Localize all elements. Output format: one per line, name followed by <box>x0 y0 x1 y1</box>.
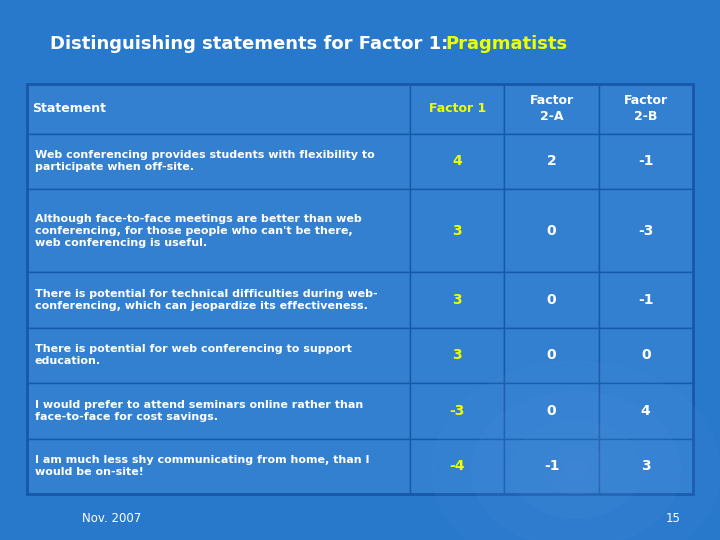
Text: There is potential for technical difficulties during web-
conferencing, which ca: There is potential for technical difficu… <box>35 289 377 311</box>
Text: 15: 15 <box>666 512 680 525</box>
Bar <box>27 84 693 494</box>
Bar <box>27 133 410 189</box>
Bar <box>27 383 410 438</box>
Text: Factor 1: Factor 1 <box>428 102 486 115</box>
Bar <box>599 383 693 438</box>
Bar <box>410 438 505 494</box>
Bar <box>27 328 410 383</box>
Bar <box>410 189 505 272</box>
Text: Pragmatists: Pragmatists <box>445 35 567 53</box>
Text: 0: 0 <box>546 293 557 307</box>
Bar <box>27 438 410 494</box>
Text: 0: 0 <box>641 348 651 362</box>
Bar <box>410 383 505 438</box>
Text: Although face-to-face meetings are better than web
conferencing, for those peopl: Although face-to-face meetings are bette… <box>35 214 361 248</box>
Text: Nov. 2007: Nov. 2007 <box>82 512 141 525</box>
Text: 3: 3 <box>452 224 462 238</box>
Bar <box>599 328 693 383</box>
Circle shape <box>511 421 641 518</box>
Text: -1: -1 <box>544 460 559 474</box>
Bar <box>505 272 599 328</box>
Text: -3: -3 <box>449 404 465 418</box>
Bar <box>410 84 505 133</box>
Text: There is potential for web conferencing to support
education.: There is potential for web conferencing … <box>35 345 351 367</box>
Bar <box>410 272 505 328</box>
Text: Factor
2-B: Factor 2-B <box>624 94 668 123</box>
Bar <box>410 328 505 383</box>
Circle shape <box>544 446 608 494</box>
Bar <box>505 84 599 133</box>
Text: -3: -3 <box>638 224 654 238</box>
Circle shape <box>472 392 680 540</box>
Bar <box>599 272 693 328</box>
Text: Statement: Statement <box>32 102 106 115</box>
Text: 0: 0 <box>546 404 557 418</box>
Bar <box>27 84 410 133</box>
Bar <box>27 272 410 328</box>
Text: Distinguishing statements for Factor 1:: Distinguishing statements for Factor 1: <box>50 35 455 53</box>
Text: 3: 3 <box>452 348 462 362</box>
Text: Factor
2-A: Factor 2-A <box>529 94 574 123</box>
Text: -1: -1 <box>638 293 654 307</box>
Bar <box>505 328 599 383</box>
Bar <box>599 189 693 272</box>
Text: Web conferencing provides students with flexibility to
participate when off-site: Web conferencing provides students with … <box>35 150 374 172</box>
Text: 2: 2 <box>546 154 557 168</box>
Bar <box>599 438 693 494</box>
Text: I am much less shy communicating from home, than I
would be on-site!: I am much less shy communicating from ho… <box>35 455 369 477</box>
Text: 3: 3 <box>641 460 651 474</box>
Bar <box>505 383 599 438</box>
Circle shape <box>432 362 720 540</box>
Text: 0: 0 <box>546 348 557 362</box>
Text: I would prefer to attend seminars online rather than
face-to-face for cost savin: I would prefer to attend seminars online… <box>35 400 363 422</box>
Text: -4: -4 <box>449 460 465 474</box>
Bar <box>599 133 693 189</box>
Bar <box>27 189 410 272</box>
Bar <box>505 438 599 494</box>
Text: 4: 4 <box>641 404 651 418</box>
Bar <box>599 84 693 133</box>
Bar <box>410 133 505 189</box>
Bar <box>505 133 599 189</box>
Text: 4: 4 <box>452 154 462 168</box>
Circle shape <box>565 462 587 478</box>
Bar <box>505 189 599 272</box>
Text: 3: 3 <box>452 293 462 307</box>
Text: 0: 0 <box>546 224 557 238</box>
Text: -1: -1 <box>638 154 654 168</box>
